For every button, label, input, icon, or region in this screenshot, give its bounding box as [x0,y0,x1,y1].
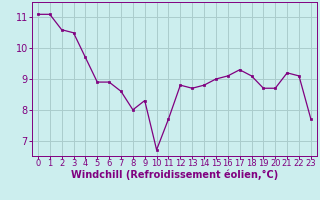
X-axis label: Windchill (Refroidissement éolien,°C): Windchill (Refroidissement éolien,°C) [71,169,278,180]
